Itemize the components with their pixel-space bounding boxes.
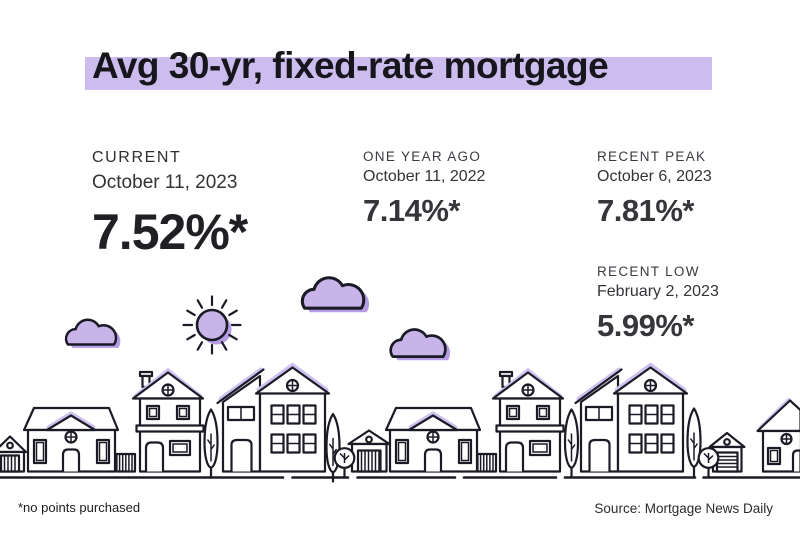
- fence-illustration: [476, 452, 498, 473]
- stat-label: RECENT PEAK: [597, 149, 707, 164]
- house-illustration: [386, 408, 480, 472]
- page-title: Avg 30-yr, fixed-rate mortgage: [92, 45, 609, 86]
- house-illustration: [133, 371, 204, 472]
- garage-illustration: [0, 435, 28, 473]
- stat-label: ONE YEAR AGO: [363, 149, 482, 164]
- stat-date: February 2, 2023: [597, 283, 719, 300]
- stat-value: 7.52%*: [92, 204, 248, 260]
- tree-icon: [697, 447, 720, 479]
- house-illustration: [493, 371, 564, 472]
- sun-icon: [182, 295, 242, 355]
- cloud-icon: [389, 328, 452, 362]
- cloud-icon: [64, 318, 122, 350]
- house-illustration: [24, 408, 118, 472]
- title-highlight: [85, 57, 712, 90]
- house-illustration: [756, 398, 800, 473]
- garage-illustration: [347, 429, 391, 473]
- footnote: *no points purchased: [18, 500, 141, 515]
- stat-label: RECENT LOW: [597, 264, 700, 279]
- tree-icon: [563, 408, 580, 479]
- stat-label: CURRENT: [92, 149, 182, 166]
- fence-illustration: [115, 452, 137, 473]
- stat-value: 7.14%*: [363, 193, 460, 228]
- stat-date: October 6, 2023: [597, 168, 712, 185]
- stat-date: October 11, 2022: [363, 168, 486, 185]
- tree-icon: [686, 407, 702, 478]
- house-illustration: [576, 366, 688, 472]
- tree-icon: [333, 447, 356, 479]
- stat-one-year-ago: ONE YEAR AGO October 11, 2022 7.14%*: [363, 149, 485, 229]
- tree-icon: [203, 408, 219, 479]
- tree-icon: [325, 412, 341, 483]
- stat-current: CURRENT October 11, 2023 7.52%*: [92, 149, 248, 261]
- stat-date: October 11, 2023: [92, 172, 238, 193]
- source-credit: Source: Mortgage News Daily: [594, 501, 773, 516]
- stat-recent-peak: RECENT PEAK October 6, 2023 7.81%*: [597, 149, 712, 229]
- stat-value: 5.99%*: [597, 308, 694, 343]
- house-illustration: [218, 366, 330, 472]
- cloud-icon: [300, 276, 371, 314]
- stat-value: 7.81%*: [597, 193, 694, 228]
- stat-recent-low: RECENT LOW February 2, 2023 5.99%*: [597, 264, 719, 344]
